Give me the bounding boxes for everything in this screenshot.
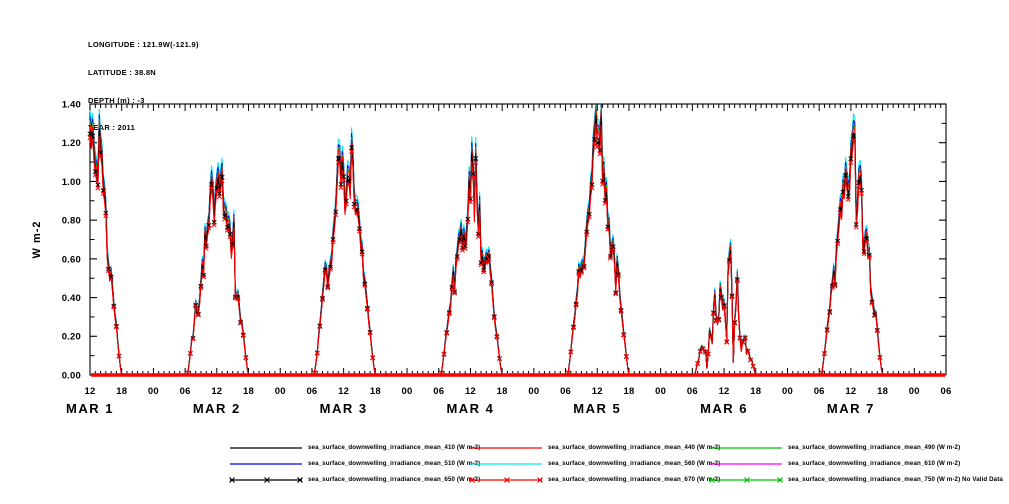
series-line-650 bbox=[89, 119, 946, 376]
x-axis-day-label: MAR 6 bbox=[700, 401, 748, 416]
x-axis-hour-label: 12 bbox=[845, 386, 856, 397]
x-axis-day-label: MAR 7 bbox=[827, 401, 875, 416]
legend-label: sea_surface_downwelling_irradiance_mean_… bbox=[548, 476, 721, 483]
x-axis-hour-label: 06 bbox=[560, 386, 571, 397]
legend-label: sea_surface_downwelling_irradiance_mean_… bbox=[308, 460, 481, 467]
series-line-670 bbox=[89, 123, 946, 376]
y-axis-tick-label: 1.00 bbox=[62, 177, 81, 188]
legend-label: sea_surface_downwelling_irradiance_mean_… bbox=[788, 476, 1003, 483]
y-axis-tick-label: 0.60 bbox=[62, 254, 81, 265]
x-axis-hour-label: 18 bbox=[116, 386, 127, 397]
x-axis-hour-label: 06 bbox=[180, 386, 191, 397]
legend-label: sea_surface_downwelling_irradiance_mean_… bbox=[788, 460, 961, 467]
chart-legend: sea_surface_downwelling_irradiance_mean_… bbox=[200, 440, 1009, 492]
x-axis-hour-label: 12 bbox=[211, 386, 222, 397]
y-axis-tick-label: 0.00 bbox=[62, 370, 81, 381]
x-axis-hour-label: 12 bbox=[338, 386, 349, 397]
latitude-text: LATITUDE : 38.8N bbox=[88, 68, 157, 77]
x-axis-day-label: MAR 2 bbox=[193, 401, 241, 416]
legend-line-sample bbox=[228, 440, 304, 456]
series-line-410 bbox=[89, 115, 946, 376]
x-axis-hour-label: 00 bbox=[148, 386, 159, 397]
x-axis-day-label: MAR 1 bbox=[66, 401, 114, 416]
legend-line-sample bbox=[228, 472, 304, 488]
y-axis-tick-label: 1.40 bbox=[62, 99, 81, 110]
x-axis-hour-label: 00 bbox=[655, 386, 666, 397]
x-axis-hour-label: 00 bbox=[782, 386, 793, 397]
legend-line-sample bbox=[228, 456, 304, 472]
x-axis-hour-label: 18 bbox=[497, 386, 508, 397]
x-axis-hour-label: 18 bbox=[243, 386, 254, 397]
series-line-610 bbox=[89, 106, 946, 376]
legend-line-sample bbox=[708, 456, 784, 472]
series-markers-670 bbox=[87, 135, 883, 376]
y-axis-tick-label: 0.40 bbox=[62, 293, 81, 304]
series-line-510 bbox=[89, 103, 946, 376]
x-axis-hour-label: 12 bbox=[465, 386, 476, 397]
x-axis-day-label: MAR 5 bbox=[573, 401, 621, 416]
y-axis-tick-label: 0.20 bbox=[62, 332, 81, 343]
y-axis-tick-label: 0.80 bbox=[62, 216, 81, 227]
series-line-490 bbox=[89, 104, 946, 376]
series-group bbox=[87, 103, 946, 377]
y-axis-tick-label: 1.20 bbox=[62, 138, 81, 149]
x-axis-hour-label: 06 bbox=[941, 386, 952, 397]
x-axis-day-label: MAR 4 bbox=[446, 401, 494, 416]
series-markers-650 bbox=[87, 131, 883, 376]
x-axis-hour-label: 12 bbox=[85, 386, 96, 397]
x-axis-day-label: MAR 3 bbox=[320, 401, 368, 416]
legend-label: sea_surface_downwelling_irradiance_mean_… bbox=[548, 444, 721, 451]
x-axis-hour-label: 00 bbox=[528, 386, 539, 397]
longitude-text: LONGITUDE : 121.9W(-121.9) bbox=[88, 40, 199, 50]
plot-frame bbox=[89, 103, 947, 376]
legend-label: sea_surface_downwelling_irradiance_mean_… bbox=[788, 444, 961, 451]
x-axis-hour-label: 06 bbox=[687, 386, 698, 397]
series-line-560 bbox=[89, 103, 946, 376]
x-axis-hour-label: 00 bbox=[402, 386, 413, 397]
x-axis-hour-label: 18 bbox=[623, 386, 634, 397]
x-axis-hour-label: 12 bbox=[719, 386, 730, 397]
y-axis-title: W m-2 bbox=[31, 221, 43, 259]
depth-text: DEPTH (m) : -3 bbox=[88, 95, 145, 105]
legend-line-sample bbox=[468, 472, 544, 488]
legend-line-sample bbox=[708, 440, 784, 456]
x-axis-hour-label: 12 bbox=[592, 386, 603, 397]
legend-label: sea_surface_downwelling_irradiance_mean_… bbox=[308, 476, 481, 483]
legend-line-sample bbox=[468, 440, 544, 456]
x-axis-hour-label: 06 bbox=[306, 386, 317, 397]
legend-line-sample bbox=[468, 456, 544, 472]
x-axis-hour-label: 18 bbox=[750, 386, 761, 397]
legend-line-sample bbox=[708, 472, 784, 488]
series-line-440 bbox=[89, 108, 946, 376]
x-axis-hour-label: 18 bbox=[370, 386, 381, 397]
legend-label: sea_surface_downwelling_irradiance_mean_… bbox=[308, 444, 481, 451]
x-axis-hour-label: 00 bbox=[909, 386, 920, 397]
x-axis-hour-label: 06 bbox=[814, 386, 825, 397]
legend-label: sea_surface_downwelling_irradiance_mean_… bbox=[548, 460, 721, 467]
x-axis-hour-label: 06 bbox=[433, 386, 444, 397]
x-axis-hour-label: 18 bbox=[877, 386, 888, 397]
x-axis-hour-label: 00 bbox=[275, 386, 286, 397]
